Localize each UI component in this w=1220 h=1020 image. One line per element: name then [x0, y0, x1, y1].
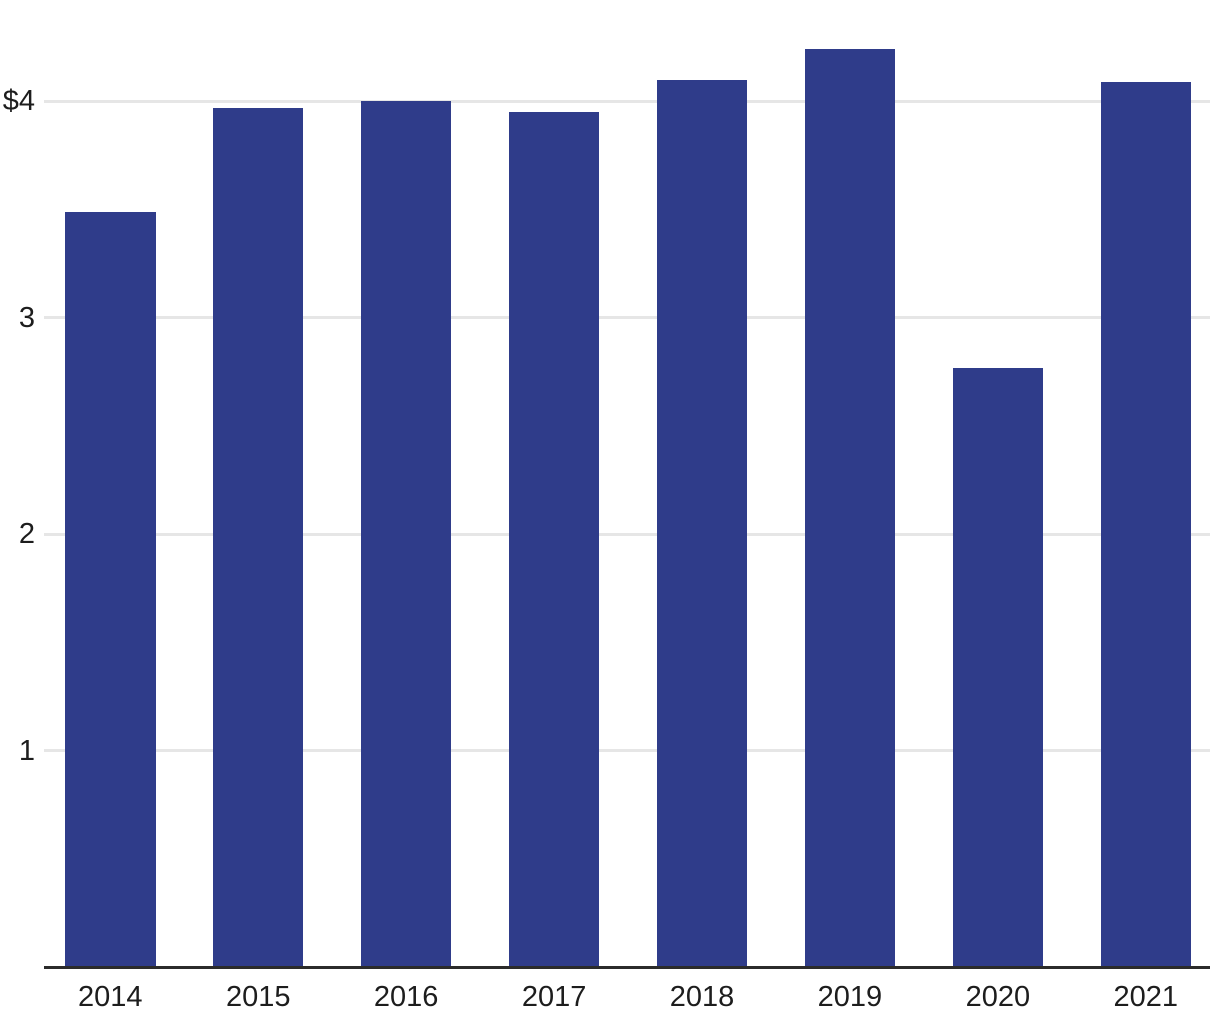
x-axis-tick-label: 2014: [78, 981, 143, 1013]
bar-2017: [508, 112, 600, 967]
gridline-y-2: [44, 532, 1210, 536]
x-axis-tick-label: 2016: [373, 981, 439, 1013]
gridline-y-1: [44, 749, 1210, 753]
gridline-y-3: [44, 316, 1210, 320]
x-axis-tick-label: 2018: [669, 981, 735, 1013]
y-axis-tick-label: 1: [18, 734, 35, 767]
y-axis-tick-label: 3: [18, 301, 35, 334]
bar-2016: [360, 101, 452, 967]
y-axis-tick-label: $4: [2, 85, 35, 118]
bar-2021: [1100, 81, 1192, 967]
bar-2020: [952, 367, 1044, 967]
x-axis-tick-label: 2020: [965, 981, 1031, 1013]
bar-2018: [656, 79, 748, 967]
x-axis-tick-label: 2019: [817, 981, 883, 1013]
x-axis-tick-label: 2017: [521, 981, 587, 1013]
gridline-y-4: [44, 99, 1210, 103]
y-axis-tick-label: 2: [18, 518, 35, 551]
bar-2015: [212, 107, 304, 967]
bar-2019: [804, 49, 896, 967]
x-axis-tick-label: 2021: [1113, 981, 1179, 1013]
x-axis-tick-label: 2015: [225, 981, 291, 1013]
bar-2014: [65, 211, 156, 967]
x-axis-line: [44, 966, 1210, 969]
